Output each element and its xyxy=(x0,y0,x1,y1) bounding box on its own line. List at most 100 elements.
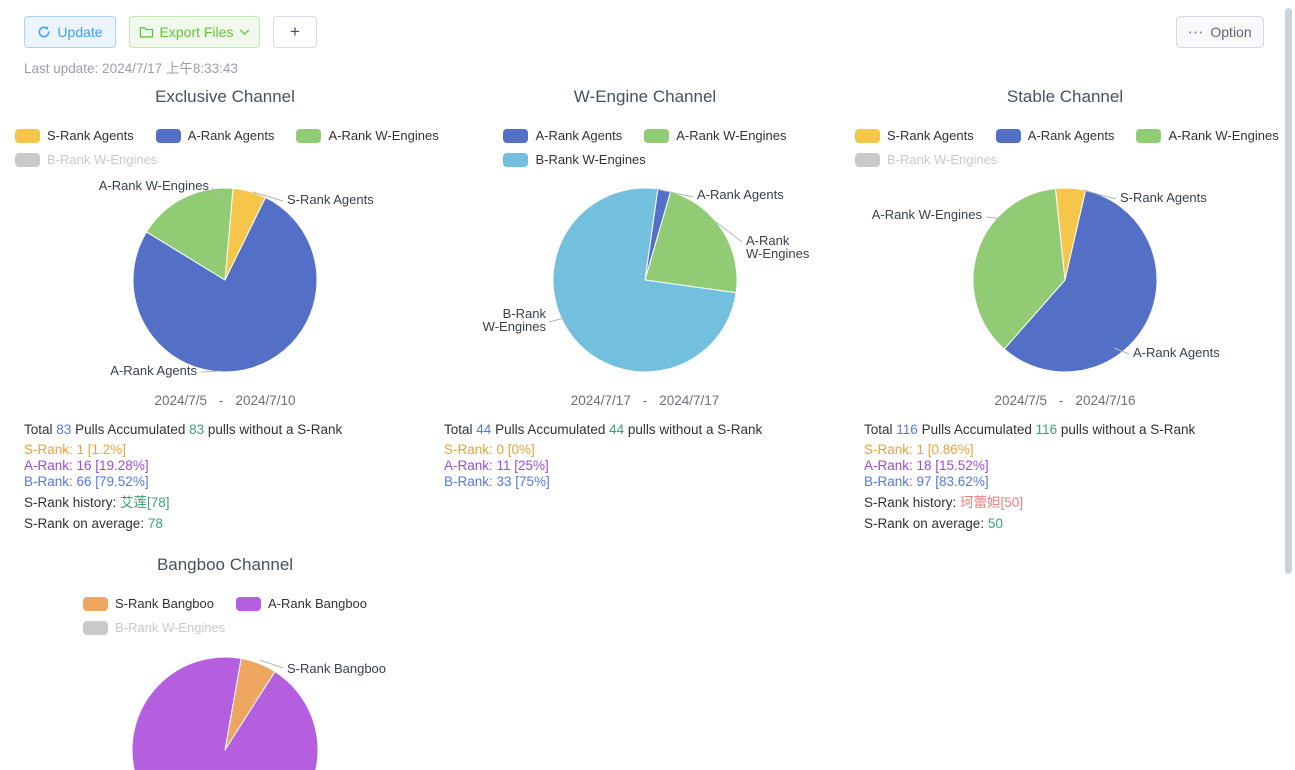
total-pulls-line: Total 44 Pulls Accumulated 44 pulls with… xyxy=(444,422,763,437)
pie-slice[interactable] xyxy=(1003,189,1158,373)
pie-label: A-Rank Agents xyxy=(110,363,197,378)
date-separator: - xyxy=(1059,393,1064,408)
legend-label: A-Rank Agents xyxy=(187,128,275,143)
legend-swatch xyxy=(15,128,40,143)
pie-chart: A-Rank Agents A-Rank W-Engines B-Rank W-Engi… xyxy=(483,187,810,373)
legend-label: A-Rank Agents xyxy=(1027,128,1115,143)
legend-swatch xyxy=(1136,128,1162,143)
rank-count-row: S-Rank: 1 [0.86%] xyxy=(864,442,974,457)
pie-label-line xyxy=(259,659,284,669)
pie-label: A-Rank Agents xyxy=(697,187,784,202)
legend-swatch xyxy=(296,128,322,143)
pie-slice[interactable] xyxy=(132,196,318,373)
rank-count-row: A-Rank: 18 [15.52%] xyxy=(864,458,989,473)
date-range: 2024/7/5-2024/7/16 xyxy=(855,393,1275,409)
pie-label-line xyxy=(1113,347,1130,355)
legend-item[interactable]: B-Rank W-Engines xyxy=(82,620,225,635)
legend-item[interactable]: S-Rank Agents xyxy=(15,128,134,143)
date-from: 2024/7/5 xyxy=(154,393,207,408)
legend-label: S-Rank Agents xyxy=(47,128,134,143)
date-from: 2024/7/5 xyxy=(994,393,1047,408)
pie-slice[interactable] xyxy=(146,187,234,281)
pie-slice[interactable] xyxy=(972,188,1066,350)
pie-label: B-Rank W-Engines xyxy=(483,306,547,334)
date-range: 2024/7/5-2024/7/10 xyxy=(15,393,435,409)
legend-swatch xyxy=(15,152,40,167)
legend-label: A-Rank Agents xyxy=(535,128,623,143)
update-label: Update xyxy=(57,24,103,40)
legend-item[interactable]: B-Rank W-Engines xyxy=(503,152,646,167)
legend-item[interactable]: A-Rank Bangboo xyxy=(236,596,367,611)
export-files-button[interactable]: Export Files xyxy=(129,16,260,48)
legend-swatch xyxy=(855,152,880,167)
pie-label-line xyxy=(211,187,222,198)
legend-swatch xyxy=(82,620,108,635)
legend-swatch xyxy=(503,128,529,143)
legend-swatch xyxy=(82,596,108,611)
pie-label-line xyxy=(1082,189,1117,200)
date-range: 2024/7/17-2024/7/17 xyxy=(435,393,855,409)
pie-label-line xyxy=(655,188,694,198)
legend-swatch xyxy=(155,128,181,143)
rank-count-row: A-Rank: 11 [25%] xyxy=(444,458,549,473)
total-pulls-line: Total 83 Pulls Accumulated 83 pulls with… xyxy=(24,422,343,437)
date-separator: - xyxy=(219,393,224,408)
add-tab-button[interactable]: + xyxy=(273,16,317,48)
pie-label: A-Rank W-Engines xyxy=(99,178,210,193)
update-button[interactable]: Update xyxy=(24,16,116,48)
pie-label: A-Rank W-Engines xyxy=(746,233,810,261)
pie-label: S-Rank Agents xyxy=(287,192,374,207)
channel-chart-card: Exclusive Channel S-Rank Agents A-Rank Ag… xyxy=(15,85,439,532)
date-to: 2024/7/17 xyxy=(659,393,720,408)
chevron-down-icon xyxy=(239,29,250,36)
legend-label: A-Rank Bangboo xyxy=(268,596,368,611)
pie-chart: A-Rank W-Engines S-Rank Agents A-Rank Agen… xyxy=(872,187,1220,373)
date-separator: - xyxy=(642,393,648,408)
legend-item[interactable]: S-Rank Agents xyxy=(855,128,974,143)
rank-count-row: B-Rank: 97 [83.62%] xyxy=(864,474,989,489)
s-rank-history-row: S-Rank history: 珂蕾妲[50] xyxy=(864,495,1024,510)
pie-chart: A-Rank W-Engines S-Rank Agents A-Rank Agen… xyxy=(99,178,375,378)
legend-label: B-Rank W-Engines xyxy=(887,152,998,167)
pie-label: S-Rank Agents xyxy=(1120,190,1207,205)
legend-item[interactable]: B-Rank W-Engines xyxy=(855,152,997,167)
legend-item[interactable]: S-Rank Bangboo xyxy=(82,596,214,611)
date-to: 2024/7/10 xyxy=(235,393,296,408)
date-from: 2024/7/17 xyxy=(570,393,631,408)
legend-label: B-Rank W-Engines xyxy=(47,152,158,167)
s-rank-average-row: S-Rank on average: 50 xyxy=(864,516,1003,531)
pie-slice[interactable] xyxy=(552,187,737,373)
pie-label-line xyxy=(715,221,743,243)
legend-item[interactable]: B-Rank W-Engines xyxy=(15,152,157,167)
folder-icon xyxy=(139,25,154,39)
pie-slice[interactable] xyxy=(644,191,738,294)
legend-item[interactable]: A-Rank Agents xyxy=(155,128,275,143)
chart-title: Bangboo Channel xyxy=(156,555,294,574)
rank-count-row: B-Rank: 33 [75%] xyxy=(444,474,550,489)
rank-count-row: A-Rank: 16 [19.28%] xyxy=(24,458,149,473)
chart-legend: S-Rank Agents A-Rank Agents A-Rank W-Engin… xyxy=(855,128,1279,167)
legend-item[interactable]: A-Rank W-Engines xyxy=(644,128,787,143)
plus-icon: + xyxy=(290,22,300,41)
chart-title: Stable Channel xyxy=(1006,87,1124,106)
chart-legend: S-Rank Agents A-Rank Agents A-Rank W-Engin… xyxy=(15,128,439,167)
legend-item[interactable]: A-Rank Agents xyxy=(995,128,1115,143)
legend-item[interactable]: A-Rank W-Engines xyxy=(1136,128,1279,143)
legend-label: B-Rank W-Engines xyxy=(535,152,646,167)
rank-count-row: S-Rank: 1 [1.2%] xyxy=(24,442,127,457)
last-update-text: Last update: 2024/7/17 上午8:33:43 xyxy=(24,61,238,76)
scrollbar-thumb[interactable] xyxy=(1285,8,1292,574)
legend-item[interactable]: A-Rank Agents xyxy=(503,128,622,143)
option-button[interactable]: ··· Option xyxy=(1176,16,1264,48)
legend-label: A-Rank W-Engines xyxy=(1168,128,1279,143)
pie-label-line xyxy=(252,191,284,202)
legend-swatch xyxy=(855,128,880,143)
legend-item[interactable]: A-Rank W-Engines xyxy=(296,128,439,143)
channel-chart-card: Bangboo Channel S-Rank Bangboo A-Rank Ban… xyxy=(15,553,435,770)
pie-slice[interactable] xyxy=(131,656,319,770)
legend-label: S-Rank Bangboo xyxy=(114,596,214,611)
option-label: Option xyxy=(1210,24,1252,40)
legend-swatch xyxy=(503,152,529,167)
rank-count-row: B-Rank: 66 [79.52%] xyxy=(24,474,149,489)
pie-label: A-Rank W-Engines xyxy=(872,207,983,222)
